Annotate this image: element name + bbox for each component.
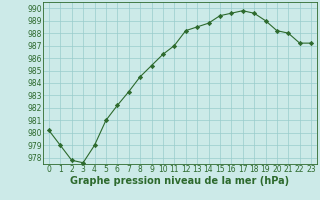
X-axis label: Graphe pression niveau de la mer (hPa): Graphe pression niveau de la mer (hPa) [70, 176, 290, 186]
